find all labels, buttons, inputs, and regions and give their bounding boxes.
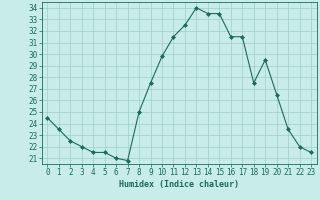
X-axis label: Humidex (Indice chaleur): Humidex (Indice chaleur) [119,180,239,189]
